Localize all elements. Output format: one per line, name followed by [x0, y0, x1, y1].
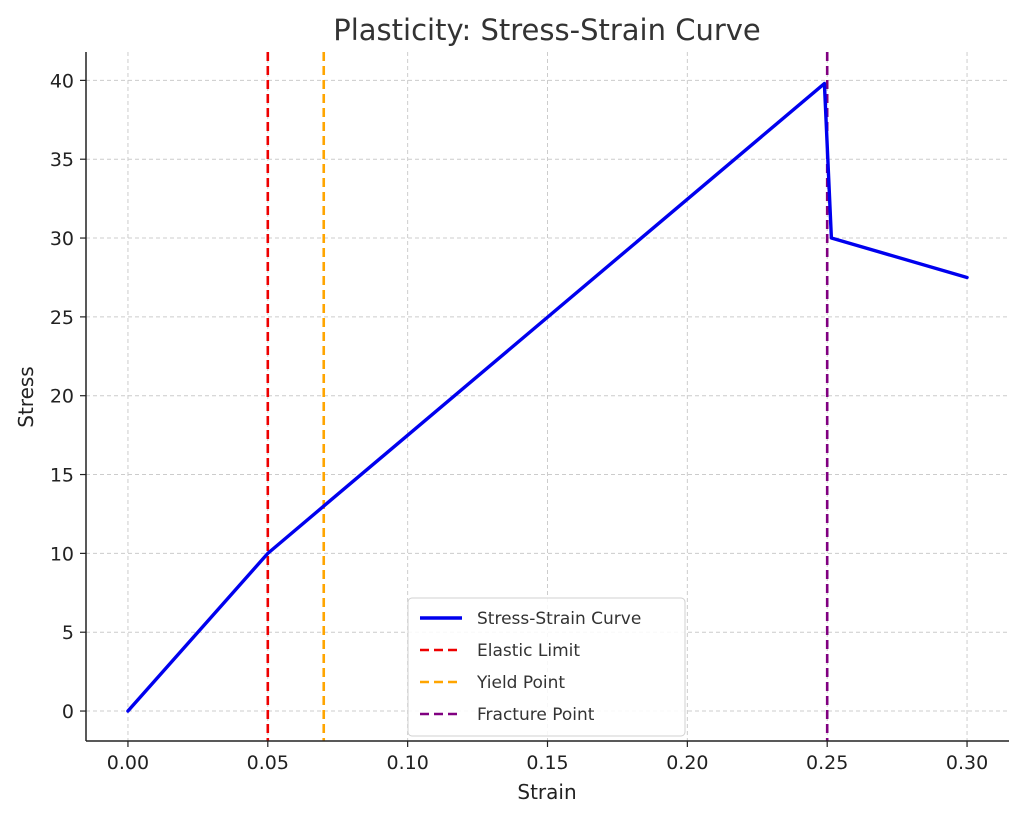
- x-tick-label: 0.00: [107, 752, 149, 774]
- x-tick-label: 0.20: [666, 752, 708, 774]
- y-tick-label: 35: [50, 149, 74, 171]
- y-tick-label: 20: [50, 386, 74, 408]
- legend-label-elastic-limit: Elastic Limit: [477, 641, 580, 661]
- legend-label-stress-strain-curve: Stress-Strain Curve: [477, 609, 641, 629]
- legend-label-yield-point: Yield Point: [476, 673, 565, 693]
- x-tick-label: 0.30: [946, 752, 988, 774]
- chart-container: Plasticity: Stress-Strain Curve 0.00 0.05…: [0, 0, 1024, 819]
- y-tick-label: 25: [50, 307, 74, 329]
- stress-strain-chart: Plasticity: Stress-Strain Curve 0.00 0.05…: [0, 0, 1024, 819]
- y-tick-label: 40: [50, 70, 74, 92]
- y-tick-label: 0: [62, 701, 74, 723]
- legend-label-fracture-point: Fracture Point: [477, 705, 595, 725]
- x-axis-label: Strain: [517, 780, 576, 804]
- y-tick-label: 5: [62, 622, 74, 644]
- y-tick-label: 15: [50, 465, 74, 487]
- y-tick-label: 30: [50, 228, 74, 250]
- y-axis-label: Stress: [14, 366, 38, 427]
- y-tick-label: 10: [50, 543, 74, 565]
- x-tick-label: 0.25: [806, 752, 848, 774]
- legend: Stress-Strain Curve Elastic Limit Yield Po…: [408, 598, 685, 736]
- x-tick-label: 0.15: [526, 752, 568, 774]
- x-tick-label: 0.10: [386, 752, 428, 774]
- x-tick-label: 0.05: [247, 752, 289, 774]
- chart-title: Plasticity: Stress-Strain Curve: [333, 13, 761, 47]
